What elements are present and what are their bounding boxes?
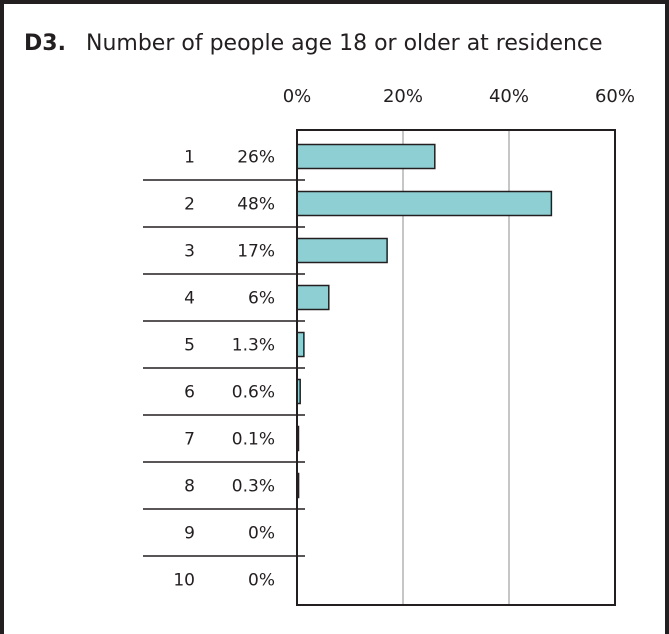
x-tick-label: 0% [283, 86, 312, 107]
category-label: 2 [184, 195, 195, 215]
category-label: 7 [184, 430, 195, 450]
bar [296, 237, 388, 264]
row-labels: 1 26% 2 48% 3 17% 4 6% 5 1.3% 6 0.6% 7 0.1% 8 0.3% 9 0% 10… [143, 148, 305, 591]
value-label: 0% [248, 571, 275, 591]
x-tick-label: 20% [383, 86, 423, 107]
bar [296, 284, 330, 311]
category-label: 10 [173, 571, 195, 591]
category-label: 6 [184, 383, 195, 403]
bars [296, 143, 553, 499]
value-label: 17% [237, 242, 275, 262]
value-label: 0.6% [232, 383, 275, 403]
x-tick-label: 60% [595, 86, 635, 107]
value-label: 26% [237, 148, 275, 168]
category-label: 5 [184, 336, 195, 356]
category-label: 4 [184, 289, 195, 309]
question-id: D3. [24, 31, 66, 56]
x-axis-ticks: 0% 20% 40% 60% [283, 86, 635, 107]
value-label: 0% [248, 524, 275, 544]
category-label: 8 [184, 477, 195, 497]
value-label: 48% [237, 195, 275, 215]
chart-title: Number of people age 18 or older at resi… [86, 31, 603, 56]
value-label: 1.3% [232, 336, 275, 356]
bar [296, 143, 436, 170]
category-label: 9 [184, 524, 195, 544]
value-label: 0.1% [232, 430, 275, 450]
category-label: 3 [184, 242, 195, 262]
value-label: 6% [248, 289, 275, 309]
category-label: 1 [184, 148, 195, 168]
bar [296, 331, 305, 358]
plot-area-frame [296, 129, 616, 606]
x-tick-label: 40% [489, 86, 529, 107]
bar [296, 190, 553, 217]
value-label: 0.3% [232, 477, 275, 497]
